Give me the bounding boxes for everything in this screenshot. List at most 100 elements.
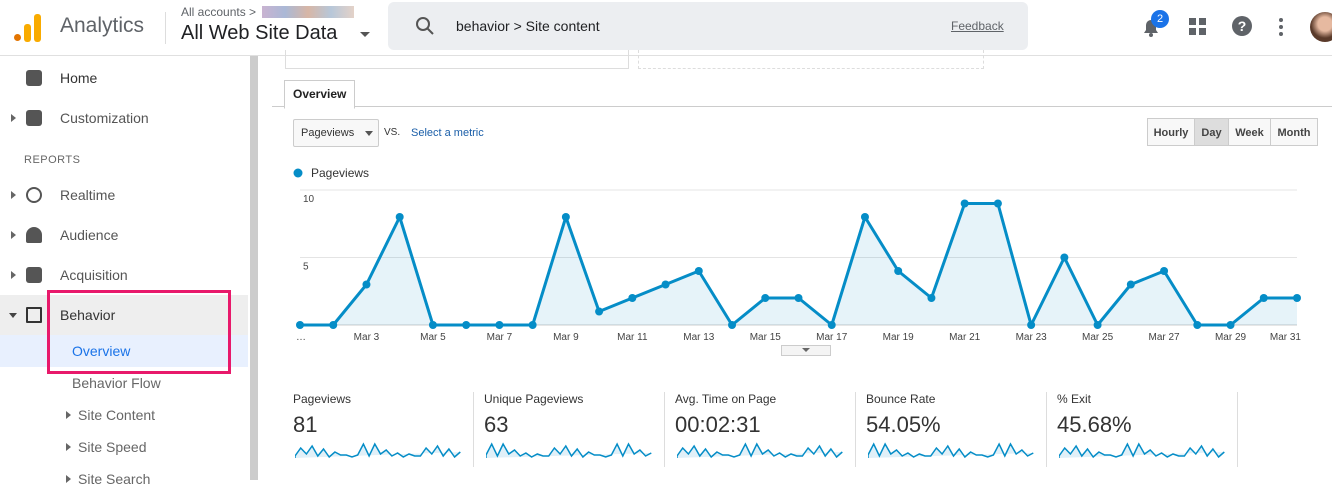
panel-top-left (285, 50, 629, 69)
sparkline (868, 442, 1034, 459)
dropdown-caret (365, 131, 373, 136)
x-tick-label: Mar 3 (354, 332, 380, 343)
metric-divider (1237, 392, 1238, 467)
data-point (628, 294, 637, 302)
metric-dropdown-text: Pageviews (301, 127, 355, 139)
x-tick-label: Mar 25 (1082, 332, 1114, 343)
customization-icon (26, 110, 42, 126)
data-point (1160, 267, 1169, 275)
data-point (1027, 321, 1036, 329)
nav-audience[interactable]: Audience (60, 227, 119, 243)
x-tick-label: Mar 31 (1270, 332, 1302, 343)
sparkline-path (677, 442, 843, 459)
metric-value: 63 (484, 412, 509, 437)
feedback-link[interactable]: Feedback (951, 19, 1004, 33)
data-point (661, 280, 670, 289)
metric-value: 00:02:31 (675, 412, 761, 437)
nav-behavior[interactable]: Behavior (60, 307, 116, 323)
data-point (1193, 321, 1202, 329)
metric-value: 45.68% (1057, 412, 1132, 437)
data-point (329, 321, 338, 329)
more-icon[interactable] (1278, 17, 1284, 37)
nav-home[interactable]: Home (60, 70, 98, 86)
x-tick-label: Mar 11 (617, 332, 648, 343)
acquisition-icon (26, 267, 42, 283)
granularity-button[interactable]: Week (1228, 118, 1271, 146)
property-name[interactable]: All Web Site Data (181, 22, 338, 44)
y-tick-label: 5 (303, 262, 309, 273)
tab-overview[interactable]: Overview (284, 80, 356, 109)
header (0, 0, 1332, 56)
metric-dropdown[interactable]: Pageviews (293, 119, 379, 147)
data-point (1226, 321, 1235, 329)
data-point (694, 267, 703, 275)
nav-behavior-flow[interactable]: Behavior Flow (72, 375, 161, 391)
nav-site-speed[interactable]: Site Speed (78, 439, 147, 455)
metric-divider (1046, 392, 1047, 467)
data-point (362, 280, 371, 289)
x-tick-label: Mar 5 (420, 332, 446, 343)
metric-label: Bounce Rate (866, 392, 936, 406)
sparkline (295, 442, 461, 459)
x-tick-label: Mar 17 (816, 332, 848, 343)
x-tick-label: Mar 23 (1016, 332, 1048, 343)
search-text[interactable]: behavior > Site content (456, 18, 600, 34)
caret (66, 443, 71, 451)
nav-customization[interactable]: Customization (60, 110, 149, 126)
audience-icon (26, 227, 42, 243)
notification-badge: 2 (1151, 10, 1169, 28)
nav-site-content[interactable]: Site Content (78, 407, 156, 423)
metric-label: Avg. Time on Page (675, 392, 777, 406)
data-point (927, 294, 936, 302)
account-crumb[interactable]: All accounts > (181, 5, 257, 19)
data-point (1126, 280, 1135, 289)
nav-site-search[interactable]: Site Search (78, 471, 151, 487)
sparkline (1059, 442, 1225, 459)
data-point (894, 267, 903, 275)
data-point (595, 307, 604, 316)
legend-marker (293, 168, 303, 178)
realtime-icon (26, 187, 42, 203)
data-point (827, 321, 836, 329)
chart-collapse-handle[interactable] (781, 345, 831, 356)
overview-row (0, 335, 248, 367)
search-box[interactable] (388, 2, 1028, 50)
data-point (960, 199, 969, 208)
vs-label: VS. (384, 127, 401, 138)
nav-realtime[interactable]: Realtime (60, 187, 116, 203)
home-icon (26, 70, 42, 86)
data-point (1259, 294, 1268, 302)
apps-icon[interactable] (1189, 18, 1207, 36)
metric-value: 81 (293, 412, 318, 437)
metric-label: Unique Pageviews (484, 392, 584, 406)
data-point (761, 294, 770, 302)
x-tick-label: Mar 15 (750, 332, 782, 343)
data-point (428, 321, 437, 329)
nav-acquisition[interactable]: Acquisition (60, 267, 128, 283)
nav-overview[interactable]: Overview (72, 343, 131, 359)
panel-top-right (638, 50, 984, 69)
caret (11, 271, 16, 279)
avatar[interactable] (1310, 12, 1332, 42)
sparkline (677, 442, 843, 459)
help-icon[interactable]: ? (1232, 16, 1252, 36)
sparkline-path (295, 442, 461, 459)
highlight-box (47, 290, 231, 374)
x-tick-label: Mar 7 (487, 332, 513, 343)
caret (11, 114, 16, 122)
granularity-button-active[interactable]: Day (1194, 118, 1229, 146)
metric-divider (664, 392, 665, 467)
sparkline (486, 442, 652, 459)
search-icon (416, 17, 434, 35)
area (300, 203, 1297, 325)
sparkline-path (868, 442, 1034, 459)
select-metric-link[interactable]: Select a metric (411, 127, 484, 139)
account-blur (262, 6, 354, 18)
data-point (561, 213, 570, 221)
granularity-button[interactable]: Hourly (1147, 118, 1195, 146)
property-caret[interactable] (360, 32, 370, 37)
sparkline-path (486, 442, 652, 459)
handle-caret (802, 348, 810, 352)
granularity-button[interactable]: Month (1270, 118, 1318, 146)
